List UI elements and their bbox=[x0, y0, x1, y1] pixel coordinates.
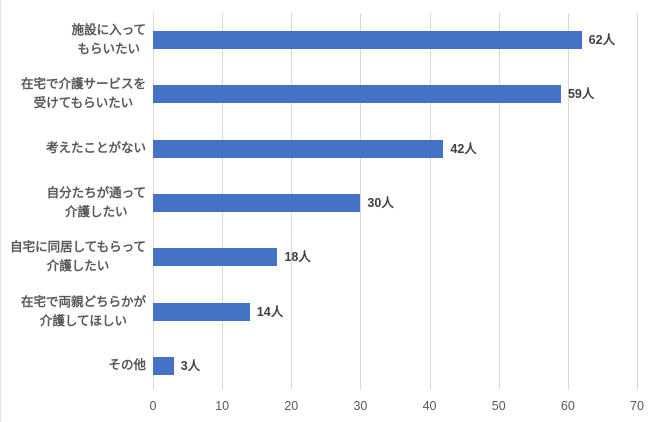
category-label: 自分たちが通って 介護したい bbox=[46, 186, 146, 219]
bar bbox=[153, 356, 174, 375]
gridline bbox=[567, 13, 569, 390]
category-label: 在宅で介護サービスを 受けてもらいたい bbox=[20, 77, 146, 111]
x-axis-tick-label: 70 bbox=[630, 399, 644, 413]
category-label-wrap: 在宅で介護サービスを 受けてもらいたい bbox=[1, 75, 146, 113]
category-label: 自宅に同居してもらって 介護したい bbox=[10, 240, 146, 274]
category-label: その他 bbox=[108, 358, 146, 373]
category-label-wrap: 考えたことがない bbox=[1, 139, 146, 158]
x-axis-tick-label: 20 bbox=[284, 399, 299, 413]
data-label: 42人 bbox=[450, 141, 477, 156]
bar bbox=[153, 85, 561, 104]
category-label-wrap: 在宅で両親どちらかが 介護してほしい bbox=[1, 293, 146, 331]
x-axis-tick-label: 50 bbox=[491, 399, 506, 413]
data-label: 18人 bbox=[284, 250, 311, 265]
data-label: 59人 bbox=[567, 87, 595, 102]
x-axis-tick-label: 40 bbox=[422, 399, 437, 413]
data-label: 30人 bbox=[367, 196, 394, 210]
category-label-wrap: 自分たちが通って 介護したい bbox=[1, 184, 146, 222]
bar bbox=[153, 194, 361, 212]
data-label: 3人 bbox=[180, 358, 201, 373]
bar bbox=[153, 302, 250, 321]
data-label: 14人 bbox=[256, 304, 284, 319]
bar bbox=[153, 31, 582, 50]
bar bbox=[153, 248, 278, 267]
category-label-wrap: 施設に入って もらいたい bbox=[1, 21, 146, 59]
x-axis-tick-label: 30 bbox=[353, 399, 368, 413]
category-label-wrap: 自宅に同居してもらって 介護したい bbox=[1, 238, 146, 276]
gridline bbox=[637, 13, 638, 390]
category-label-wrap: その他 bbox=[1, 356, 146, 375]
gridline bbox=[360, 13, 362, 390]
gridline bbox=[498, 13, 500, 390]
gridline bbox=[429, 13, 431, 390]
x-axis-tick-label: 10 bbox=[215, 399, 230, 413]
category-label: 考えたことがない bbox=[45, 141, 146, 156]
data-label: 62人 bbox=[588, 33, 616, 48]
category-label: 在宅で両親どちらかが 介護してほしい bbox=[20, 294, 146, 328]
x-axis-tick-label: 60 bbox=[560, 399, 575, 413]
category-label: 施設に入って もらいたい bbox=[71, 23, 146, 57]
x-axis-tick-label: 0 bbox=[149, 399, 157, 413]
bar bbox=[153, 139, 444, 158]
